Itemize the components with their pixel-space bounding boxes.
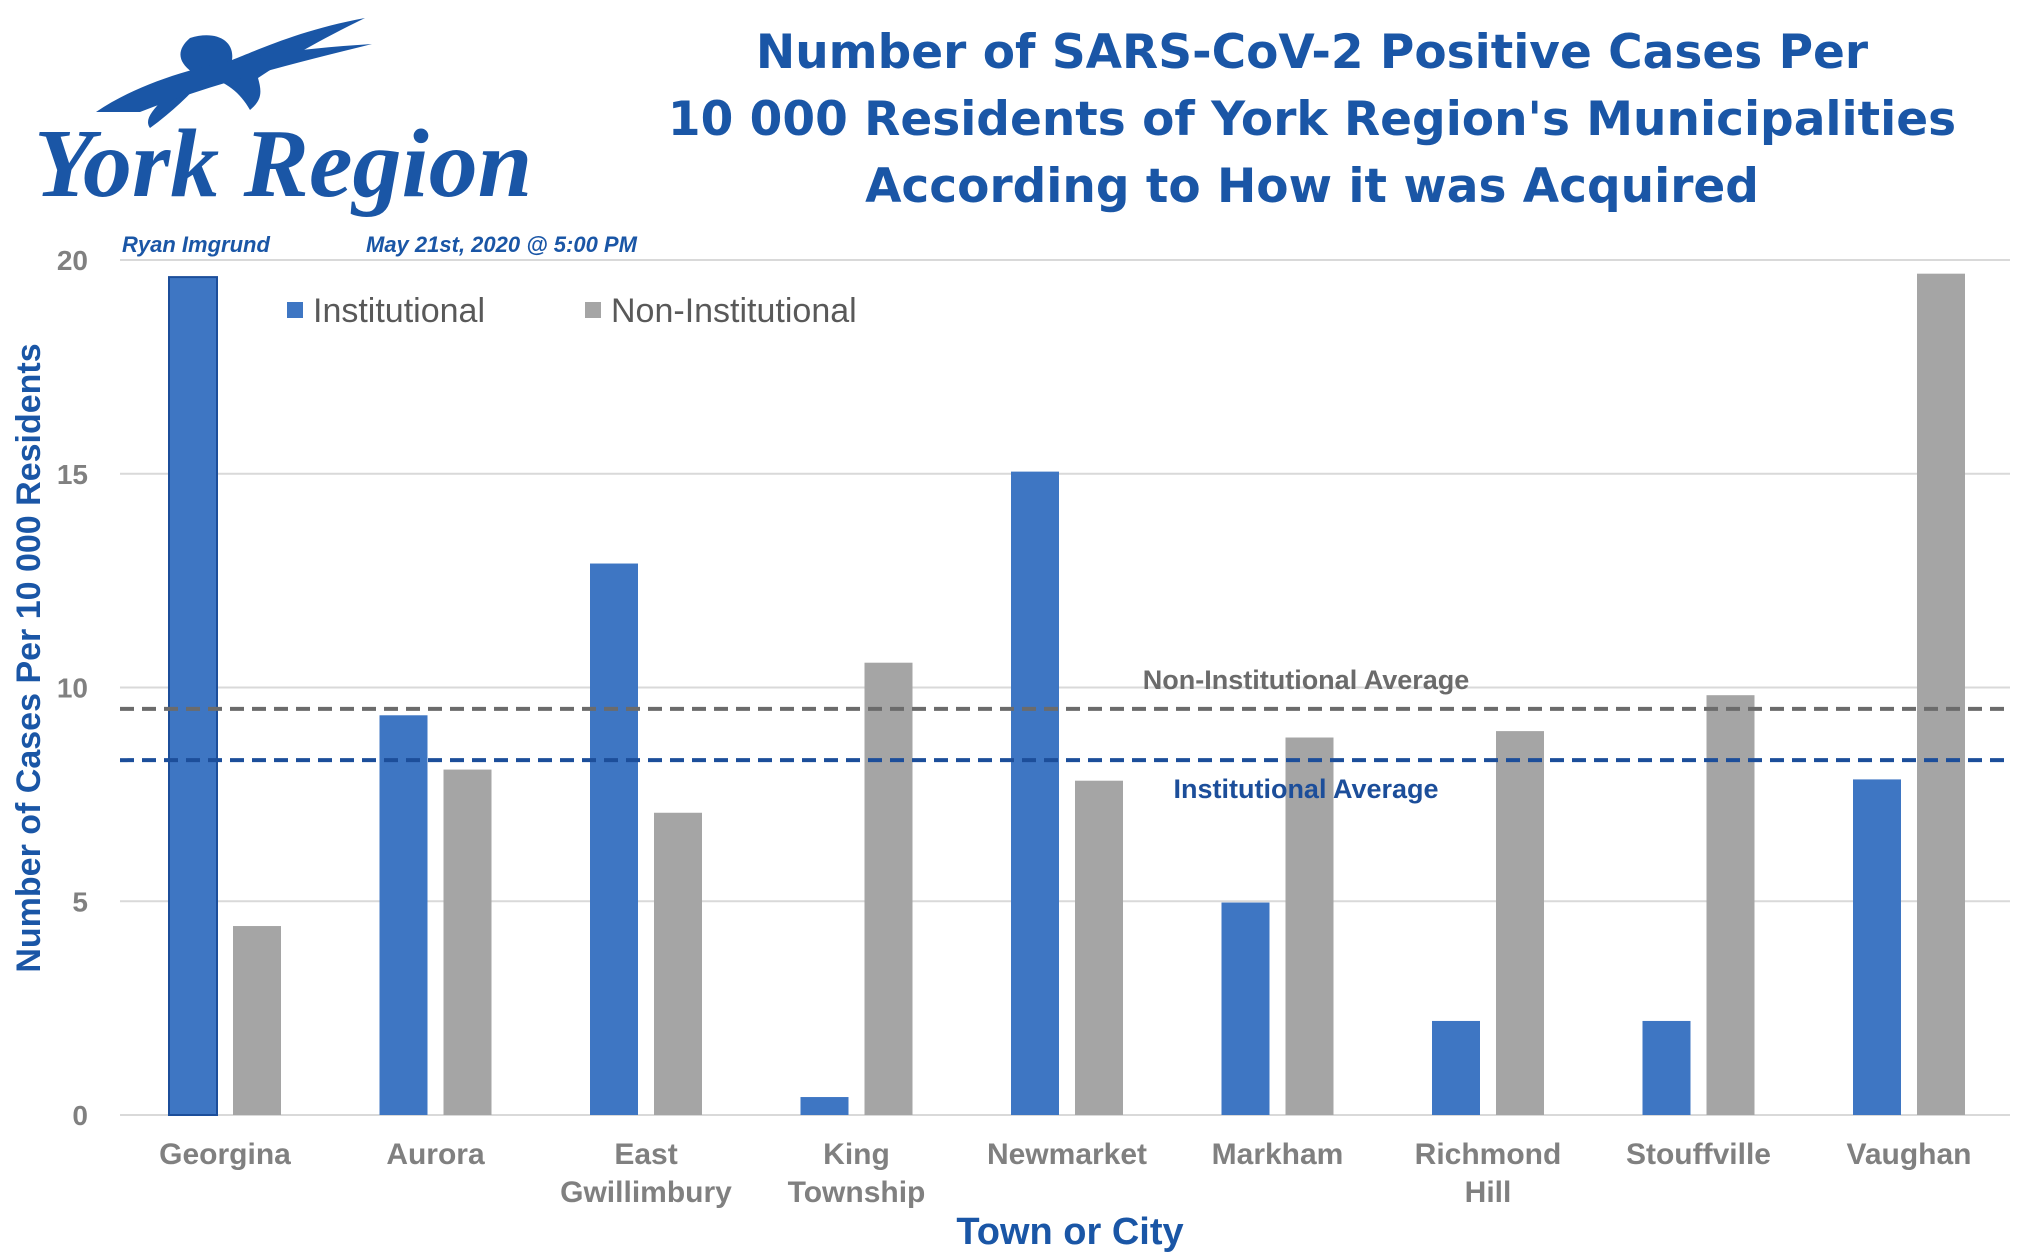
y-tick-label: 10: [57, 673, 88, 704]
bar-non-institutional: [654, 812, 702, 1115]
non-institutional-average-label: Non-Institutional Average: [1143, 665, 1470, 695]
bar-institutional: [800, 1097, 849, 1115]
x-tick-label: Hill: [1465, 1176, 1512, 1209]
bar-institutional: [1432, 1020, 1480, 1115]
x-tick-label: Township: [788, 1176, 926, 1209]
bar-non-institutional: [1496, 731, 1544, 1115]
bar-non-institutional: [1075, 780, 1123, 1115]
date-label: May 21st, 2020 @ 5:00 PM: [366, 232, 638, 257]
x-tick-label: Richmond: [1415, 1138, 1562, 1171]
bar-institutional: [1853, 779, 1901, 1115]
x-axis-ticks: Georgina Aurora East Gwillimbury King Townshi…: [159, 1138, 1971, 1209]
bar-institutional: [168, 276, 218, 1117]
y-tick-label: 5: [72, 886, 88, 917]
x-tick-label: Newmarket: [987, 1138, 1147, 1171]
y-axis-title: Number of Cases Per 10 000 Residents: [10, 343, 48, 972]
bar-institutional: [1642, 1020, 1691, 1115]
x-tick-label: Stouffville: [1626, 1138, 1771, 1171]
x-tick-label: King: [823, 1138, 890, 1171]
bar-non-institutional: [233, 926, 281, 1115]
bar-non-institutional: [1706, 695, 1755, 1115]
legend-label-institutional: Institutional: [313, 292, 485, 330]
x-tick-label: Aurora: [386, 1138, 485, 1171]
legend-swatch-non-institutional: [585, 302, 601, 318]
bar-institutional: [1011, 471, 1059, 1115]
institutional-average-label: Institutional Average: [1173, 774, 1438, 804]
chart-title-line-1: Number of SARS-CoV-2 Positive Cases Per: [756, 25, 1869, 80]
y-axis-ticks: 0 5 10 15 20: [57, 245, 88, 1131]
york-region-logo: York Region: [34, 18, 532, 218]
x-tick-label: East: [614, 1138, 677, 1171]
bar-non-institutional: [443, 769, 492, 1115]
bar-non-institutional: [1285, 737, 1334, 1115]
chart-title-line-3: According to How it was Acquired: [865, 159, 1759, 214]
y-tick-label: 20: [57, 245, 88, 276]
x-axis-title: Town or City: [956, 1211, 1183, 1253]
bar-non-institutional: [1917, 273, 1965, 1115]
legend-label-non-institutional: Non-Institutional: [611, 292, 857, 330]
legend-swatch-institutional: [287, 302, 303, 318]
y-tick-label: 15: [57, 459, 88, 490]
x-tick-label: Georgina: [159, 1138, 291, 1171]
bar-institutional: [590, 563, 638, 1115]
gridlines: [120, 259, 2010, 1116]
logo-text: York Region: [34, 110, 532, 218]
bar-non-institutional: [864, 662, 913, 1115]
author-label: Ryan Imgrund: [122, 232, 270, 257]
x-tick-label: Gwillimbury: [560, 1176, 732, 1209]
chart-title-line-2: 10 000 Residents of York Region's Munici…: [668, 92, 1956, 147]
y-tick-label: 0: [72, 1100, 88, 1131]
bar-institutional: [379, 715, 428, 1115]
x-tick-label: Markham: [1212, 1138, 1344, 1171]
reference-lines: Non-Institutional Average Institutional A…: [120, 665, 2010, 804]
legend: Institutional Non-Institutional: [287, 292, 857, 330]
bar-institutional: [1221, 902, 1270, 1115]
x-tick-label: Vaughan: [1846, 1138, 1971, 1171]
bars: [168, 273, 1965, 1117]
logo-swoosh-icon: [96, 44, 372, 112]
chart-title: Number of SARS-CoV-2 Positive Cases Per …: [668, 25, 1956, 214]
